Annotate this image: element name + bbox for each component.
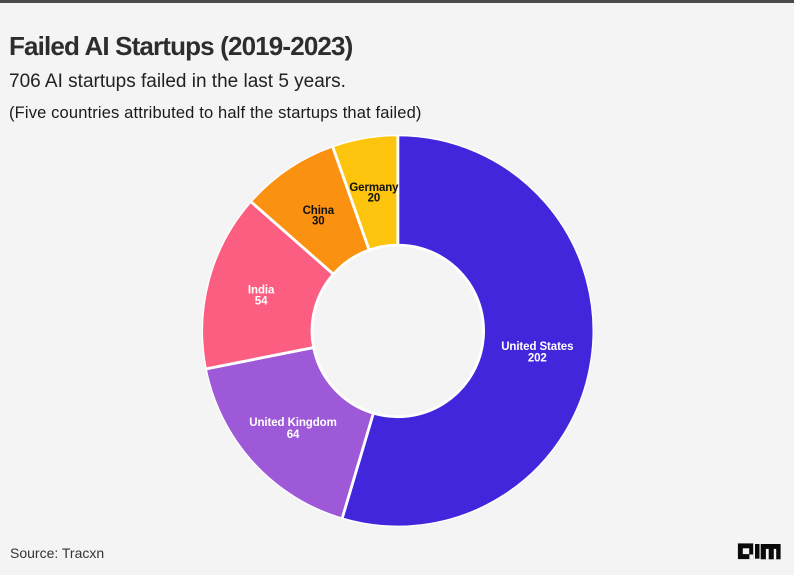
svg-text:64: 64 [287, 429, 300, 441]
svg-text:54: 54 [255, 296, 268, 308]
svg-text:United States: United States [501, 341, 573, 353]
svg-text:20: 20 [368, 193, 381, 205]
svg-text:30: 30 [312, 216, 325, 228]
svg-text:Germany: Germany [349, 182, 399, 194]
svg-text:United Kingdom: United Kingdom [249, 417, 336, 429]
svg-text:India: India [248, 285, 275, 297]
svg-text:202: 202 [528, 352, 547, 364]
svg-text:China: China [303, 205, 335, 217]
